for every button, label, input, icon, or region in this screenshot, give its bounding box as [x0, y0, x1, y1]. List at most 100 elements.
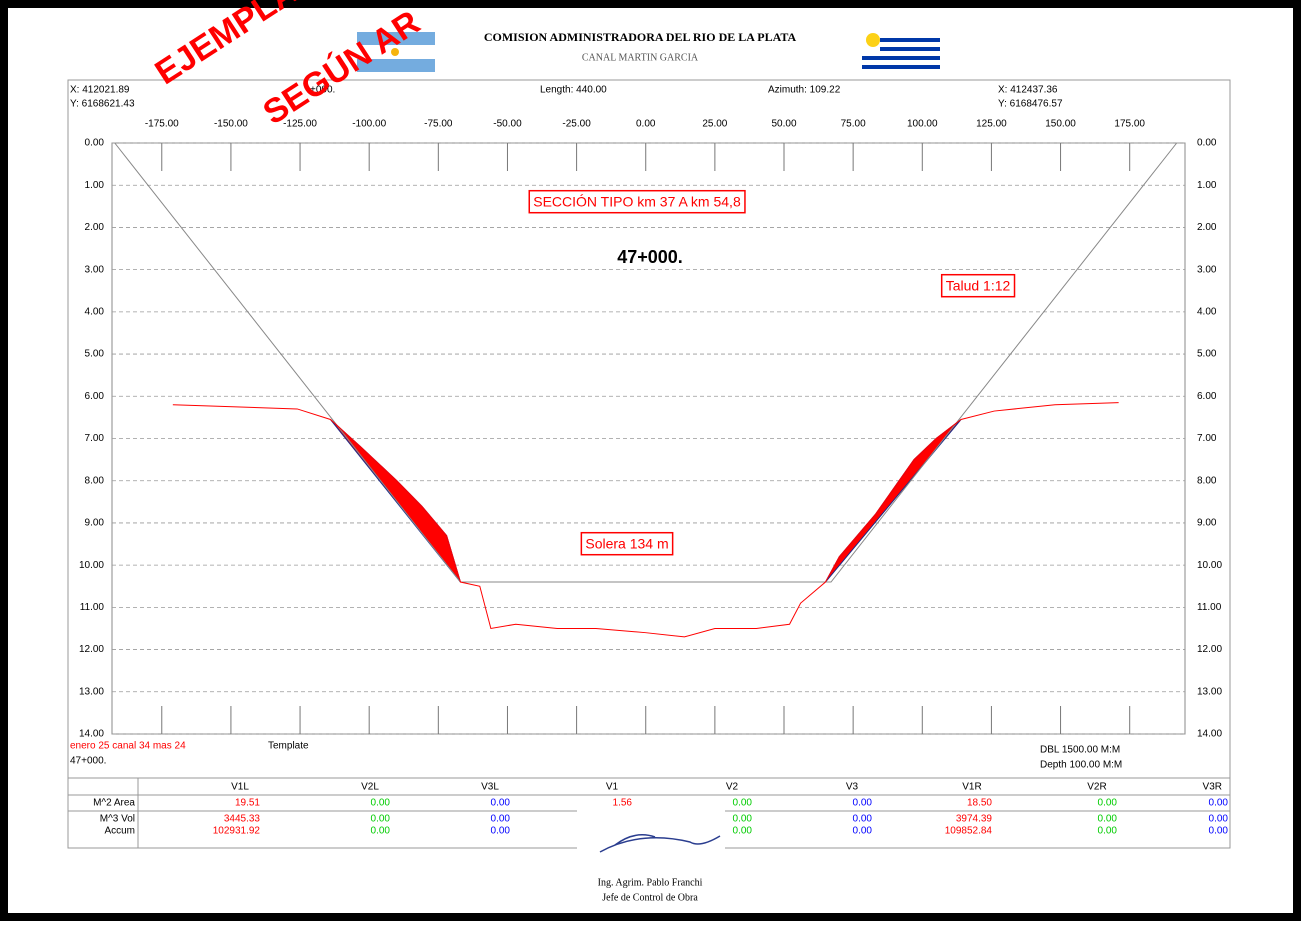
signature-scribble — [599, 834, 721, 853]
x-tick-label: 125.00 — [976, 119, 1007, 130]
info-start-y: Y: 6168621.43 — [70, 99, 135, 110]
footer-dbl: DBL 1500.00 M:M — [1040, 745, 1120, 756]
table-column-header: V3R — [1203, 782, 1222, 793]
y-tick-label-right: 10.00 — [1197, 560, 1222, 571]
table-cell: 0.00 — [1098, 814, 1118, 825]
info-azimuth: Azimuth: 109.22 — [768, 85, 841, 96]
table-cell: 0.00 — [853, 798, 873, 809]
table-cell: 109852.84 — [945, 826, 993, 837]
table-cell: 0.00 — [1098, 826, 1118, 837]
x-tick-label: -150.00 — [214, 119, 248, 130]
x-tick-label: -75.00 — [424, 119, 453, 130]
y-tick-label-right: 7.00 — [1197, 433, 1217, 444]
signature-name: Ing. Agrim. Pablo Franchi — [598, 877, 703, 888]
table-cell: 0.00 — [371, 814, 391, 825]
table-cell: 0.00 — [491, 826, 511, 837]
y-tick-label-right: 14.00 — [1197, 729, 1222, 740]
y-tick-label: 12.00 — [79, 644, 104, 655]
y-tick-label: 7.00 — [85, 433, 105, 444]
annotation-box — [580, 531, 674, 556]
table-cell: 0.00 — [491, 798, 511, 809]
table-cell: 19.51 — [235, 798, 260, 809]
series-line — [114, 142, 1178, 583]
footer-template: Template — [268, 741, 309, 752]
table-column-header: V2R — [1087, 782, 1106, 793]
flag-argentina — [357, 32, 435, 72]
table-cell: 0.00 — [1209, 826, 1229, 837]
table-cell: 18.50 — [967, 798, 992, 809]
header-subtitle: CANAL MARTIN GARCIA — [582, 52, 699, 63]
table-column-header: V3 — [846, 782, 859, 793]
table-column-header: V2 — [726, 782, 739, 793]
info-length: Length: 440.00 — [540, 85, 607, 96]
table-cell: 0.00 — [733, 814, 753, 825]
table-cell: 0.00 — [733, 798, 753, 809]
y-tick-label-right: 11.00 — [1197, 602, 1222, 613]
y-tick-label: 8.00 — [85, 475, 105, 486]
y-tick-label: 6.00 — [85, 391, 105, 402]
x-tick-label: 150.00 — [1045, 119, 1076, 130]
info-station: +000. — [310, 85, 335, 96]
x-tick-label: 75.00 — [841, 119, 866, 130]
table-cell: 3445.33 — [224, 814, 261, 825]
y-tick-label-right: 13.00 — [1197, 686, 1222, 697]
table-column-header: V1R — [962, 782, 981, 793]
info-start-x: X: 412021.89 — [70, 85, 130, 96]
annotation: Solera 134 m — [585, 536, 668, 552]
table-column-header: V2L — [361, 782, 379, 793]
info-end-x: X: 412437.36 — [998, 85, 1058, 96]
x-tick-label: 175.00 — [1114, 119, 1145, 130]
table-row-label: Accum — [104, 826, 135, 837]
y-tick-label: 13.00 — [79, 686, 104, 697]
x-tick-label: 100.00 — [907, 119, 938, 130]
y-tick-label: 1.00 — [85, 180, 105, 191]
info-end-y: Y: 6168476.57 — [998, 99, 1063, 110]
y-tick-label: 10.00 — [79, 560, 104, 571]
table-cell: 0.00 — [853, 814, 873, 825]
y-tick-label-right: 0.00 — [1197, 138, 1217, 149]
y-tick-label: 2.00 — [85, 222, 105, 233]
table-cell: 3974.39 — [956, 814, 993, 825]
footer-station: 47+000. — [70, 756, 106, 767]
annotation-box — [528, 189, 746, 214]
y-tick-label-right: 2.00 — [1197, 222, 1217, 233]
annotation: Talud 1:12 — [946, 278, 1011, 294]
header-title: COMISION ADMINISTRADORA DEL RIO DE LA PL… — [484, 30, 797, 44]
table-cell: 0.00 — [1098, 798, 1118, 809]
x-tick-label: 25.00 — [702, 119, 727, 130]
table-cell: 0.00 — [1209, 814, 1229, 825]
y-tick-label-right: 4.00 — [1197, 306, 1217, 317]
x-tick-label: 50.00 — [771, 119, 796, 130]
table-column-header: V3L — [481, 782, 499, 793]
annotation-box — [940, 273, 1016, 298]
table-cell: 0.00 — [853, 826, 873, 837]
table-cell: 102931.92 — [213, 826, 261, 837]
footer-file: enero 25 canal 34 mas 24 — [70, 741, 186, 752]
y-tick-label: 9.00 — [85, 518, 105, 529]
y-tick-label-right: 1.00 — [1197, 180, 1217, 191]
y-tick-label-right: 6.00 — [1197, 391, 1217, 402]
table-cell: 0.00 — [371, 826, 391, 837]
table-cell: 0.00 — [371, 798, 391, 809]
table-cell: 0.00 — [733, 826, 753, 837]
x-tick-label: -175.00 — [145, 119, 179, 130]
footer-depth: Depth 100.00 M:M — [1040, 760, 1122, 771]
x-tick-label: -125.00 — [283, 119, 317, 130]
y-tick-label: 5.00 — [85, 349, 105, 360]
y-tick-label-right: 5.00 — [1197, 349, 1217, 360]
table-cell: 1.56 — [613, 798, 633, 809]
x-tick-label: -100.00 — [352, 119, 386, 130]
series-line — [172, 402, 1119, 638]
annotation: 47+000. — [617, 247, 683, 267]
table-cell: 0.00 — [491, 814, 511, 825]
y-tick-label: 0.00 — [85, 138, 105, 149]
y-tick-label-right: 9.00 — [1197, 518, 1217, 529]
y-tick-label: 11.00 — [80, 602, 105, 613]
table-row-label: M^3 Vol — [100, 814, 135, 825]
y-tick-label-right: 8.00 — [1197, 475, 1217, 486]
x-tick-label: 0.00 — [636, 119, 656, 130]
y-tick-label-right: 12.00 — [1197, 644, 1222, 655]
table-row-label: M^2 Area — [93, 798, 135, 809]
y-tick-label: 4.00 — [85, 306, 105, 317]
